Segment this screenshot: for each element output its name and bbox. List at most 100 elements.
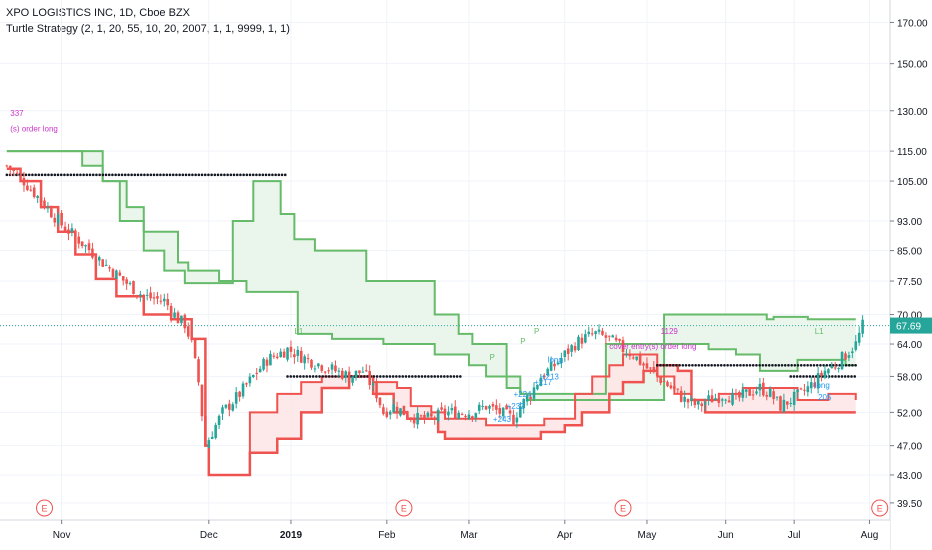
candle — [710, 388, 714, 403]
earnings-marker[interactable]: E — [614, 499, 632, 517]
level-dot — [755, 363, 758, 367]
candle-body — [347, 371, 351, 382]
level-dot — [331, 375, 334, 378]
candle — [70, 223, 74, 237]
level-dot — [395, 375, 398, 378]
earnings-marker[interactable]: E — [871, 499, 889, 517]
level-dot — [79, 173, 82, 177]
candle — [269, 350, 272, 366]
candle — [748, 387, 751, 396]
level-dot — [803, 363, 806, 367]
earnings-label: E — [877, 504, 883, 514]
level-dot — [436, 375, 440, 378]
candle — [87, 239, 91, 254]
level-dot — [363, 375, 366, 378]
candle — [570, 343, 573, 357]
candle — [440, 402, 443, 412]
candle — [337, 367, 341, 378]
level-dot — [255, 173, 258, 177]
earnings-marker[interactable]: E — [36, 499, 53, 517]
level-dot — [295, 375, 299, 378]
level-dot — [72, 173, 76, 177]
candle — [727, 395, 731, 403]
price-tick-label: 150.00 — [897, 60, 928, 71]
candle-body — [87, 243, 91, 251]
candle — [334, 360, 337, 373]
candle-body — [525, 395, 529, 402]
level-dot — [242, 173, 245, 177]
candle — [74, 228, 77, 239]
level-dot — [774, 363, 777, 367]
symbol-title[interactable]: XPO LOGISTICS INC, 1D, Cboe BZX — [6, 7, 190, 19]
candle-body — [532, 387, 536, 399]
level-dot — [805, 375, 809, 378]
candle — [186, 322, 190, 340]
price-tick-label: 58.00 — [897, 372, 922, 383]
candle — [645, 357, 649, 370]
candle-body — [36, 195, 39, 198]
candle — [447, 406, 450, 421]
candle — [60, 209, 63, 229]
level-dot — [85, 173, 89, 177]
candle — [861, 315, 864, 338]
level-dot — [210, 173, 213, 177]
earnings-marker[interactable]: E — [395, 499, 413, 517]
level-dot — [423, 375, 427, 378]
candle — [299, 346, 303, 364]
candle-body — [697, 401, 700, 405]
level-dot — [184, 173, 188, 177]
candle-body — [392, 404, 395, 413]
candle — [364, 364, 368, 373]
level-dot — [443, 375, 446, 378]
candle — [282, 348, 286, 358]
signal-annotations: 337(s) order longL1PPPlong+213+217+224+2… — [10, 109, 832, 424]
candle-body — [204, 415, 207, 447]
candle — [142, 294, 146, 302]
candle — [193, 338, 197, 360]
level-dot — [853, 375, 857, 378]
candle-body — [765, 394, 769, 397]
candle-body — [570, 345, 573, 352]
candle — [320, 364, 324, 374]
candle-body — [556, 362, 560, 365]
candle-body — [279, 351, 282, 358]
candle-body — [159, 300, 163, 302]
candle — [816, 366, 820, 394]
candle-body — [714, 398, 717, 401]
candle — [460, 412, 464, 416]
signal-label: long — [815, 381, 830, 390]
candle — [765, 391, 769, 401]
candle-body — [792, 391, 796, 405]
level-dot — [277, 173, 281, 177]
level-dot — [404, 375, 408, 378]
level-dot — [63, 173, 66, 177]
level-dot — [710, 363, 713, 367]
level-dot — [792, 375, 796, 378]
candle — [347, 366, 351, 383]
candles — [5, 164, 864, 448]
candle — [847, 351, 851, 362]
candle — [63, 221, 67, 232]
time-tick-label: Feb — [378, 530, 396, 541]
candle-body — [474, 413, 478, 419]
candle-body — [176, 312, 180, 324]
candle-body — [385, 411, 389, 417]
candle-body — [56, 214, 60, 224]
candle-body — [115, 270, 118, 279]
candle — [115, 269, 118, 279]
level-dot — [101, 173, 105, 177]
level-dot — [107, 173, 111, 177]
level-dot — [324, 375, 328, 378]
candle-body — [700, 403, 704, 407]
candle — [806, 381, 810, 397]
candle — [738, 390, 741, 402]
indicator-title[interactable]: Turtle Strategy (2, 1, 20, 55, 10, 20, 2… — [6, 23, 290, 35]
candle-body — [522, 399, 526, 409]
candle — [827, 368, 830, 379]
candle-body — [755, 391, 758, 394]
level-dot — [382, 375, 385, 378]
candle-body — [820, 372, 823, 376]
candle-body — [631, 357, 635, 359]
candle-body — [676, 388, 680, 390]
